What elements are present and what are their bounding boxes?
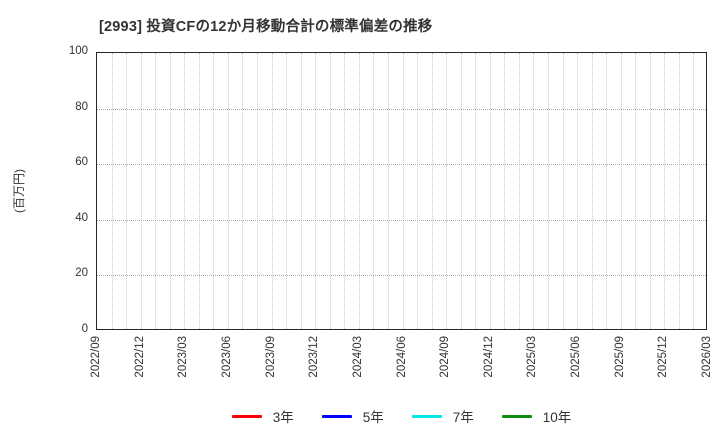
gridline-vertical [286, 53, 288, 329]
gridline-vertical [693, 53, 695, 329]
gridline-vertical [518, 53, 520, 329]
gridline-vertical [577, 53, 579, 329]
x-tick-label: 2022/12 [133, 336, 146, 378]
gridline-vertical [300, 53, 302, 329]
gridline-vertical [271, 53, 273, 329]
x-tick-label: 2024/12 [482, 336, 495, 378]
gridline-vertical [475, 53, 477, 329]
legend-line-swatch [321, 414, 352, 418]
gridline-vertical [606, 53, 608, 329]
legend-label: 5年 [362, 410, 384, 425]
gridline-vertical [315, 53, 317, 329]
gridline-horizontal [97, 164, 706, 166]
gridline-vertical [373, 53, 375, 329]
x-tick-label: 2022/09 [90, 336, 102, 378]
gridline-vertical [227, 53, 229, 329]
gridline-vertical [664, 53, 666, 329]
gridline-vertical [213, 53, 215, 329]
x-tick-label: 2023/06 [220, 336, 233, 378]
gridline-vertical [140, 53, 142, 329]
gridline-vertical [417, 53, 419, 329]
gridline-vertical [169, 53, 171, 329]
gridline-horizontal [97, 275, 706, 277]
gridline-vertical [591, 53, 593, 329]
legend-line-swatch [501, 414, 532, 418]
gridline-vertical [635, 53, 637, 329]
x-tick-label: 2023/12 [308, 336, 321, 378]
gridline-vertical [257, 53, 259, 329]
legend-line-swatch [411, 414, 442, 418]
gridline-vertical [358, 53, 360, 329]
gridline-vertical [489, 53, 491, 329]
y-tick-label: 40 [75, 211, 88, 224]
legend-label: 3年 [272, 410, 294, 425]
legend-item: 10年 [501, 406, 572, 426]
gridline-vertical [562, 53, 564, 329]
legend-label: 7年 [452, 410, 474, 425]
y-tick-label: 80 [75, 100, 88, 113]
gridline-vertical [649, 53, 651, 329]
gridline-vertical [155, 53, 157, 329]
chart-title: [2993] 投資CFの12か月移動合計の標準偏差の推移 [99, 19, 433, 35]
legend-line-swatch [231, 414, 262, 418]
legend-item: 3年 [231, 406, 294, 426]
gridline-vertical [431, 53, 433, 329]
x-tick-label: 2025/09 [613, 336, 626, 378]
gridline-vertical [402, 53, 404, 329]
gridline-vertical [242, 53, 244, 329]
gridline-vertical [504, 53, 506, 329]
gridline-vertical [620, 53, 622, 329]
legend: 3年 5年 7年 10年 [96, 406, 707, 426]
x-tick-label: 2025/12 [657, 336, 670, 378]
legend-item: 7年 [411, 406, 474, 426]
gridline-vertical [533, 53, 535, 329]
y-tick-label: 0 [81, 323, 88, 335]
y-tick-label: 60 [75, 156, 88, 169]
gridline-vertical [387, 53, 389, 329]
legend-item: 5年 [321, 406, 384, 426]
x-tick-label: 2023/09 [264, 336, 277, 378]
x-tick-label: 2025/06 [570, 336, 583, 378]
x-tick-label: 2024/03 [351, 336, 364, 378]
gridline-vertical [184, 53, 186, 329]
x-tick-label: 2023/03 [177, 336, 190, 378]
gridline-vertical [329, 53, 331, 329]
gridline-vertical [547, 53, 549, 329]
gridline-vertical [111, 53, 113, 329]
gridline-horizontal [97, 219, 706, 221]
gridline-vertical [446, 53, 448, 329]
gridline-horizontal [97, 108, 706, 110]
x-tick-label: 2025/03 [526, 336, 539, 378]
plot-area [96, 52, 707, 330]
y-tick-label: 100 [68, 45, 88, 57]
x-tick-label: 2026/03 [701, 336, 713, 378]
x-tick-label: 2024/09 [439, 336, 452, 378]
gridline-vertical [198, 53, 200, 329]
legend-label: 10年 [542, 410, 572, 425]
gridline-vertical [460, 53, 462, 329]
gridline-vertical [126, 53, 128, 329]
x-tick-label: 2024/06 [395, 336, 408, 378]
gridline-vertical [678, 53, 680, 329]
gridline-vertical [344, 53, 346, 329]
y-axis-title: (百万円) [12, 169, 26, 213]
y-tick-label: 20 [75, 267, 88, 280]
